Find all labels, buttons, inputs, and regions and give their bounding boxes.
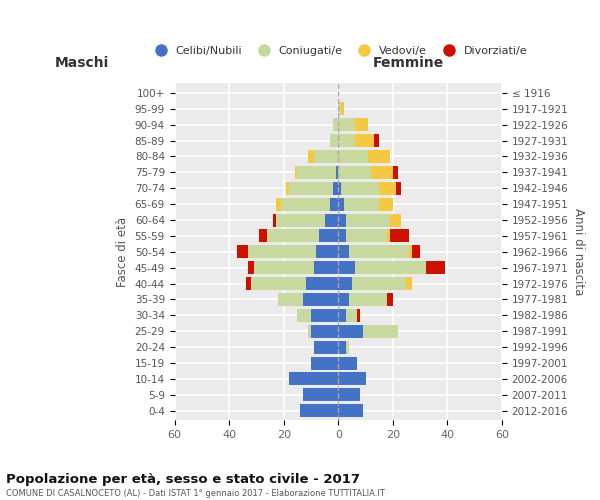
Bar xyxy=(281,198,330,210)
Bar xyxy=(298,166,335,179)
Bar xyxy=(289,182,333,195)
Text: Maschi: Maschi xyxy=(54,56,109,70)
Bar xyxy=(358,309,360,322)
Bar xyxy=(355,134,374,147)
Bar xyxy=(278,293,303,306)
Bar xyxy=(349,293,388,306)
Bar xyxy=(346,340,349,353)
Bar xyxy=(254,261,314,274)
Bar xyxy=(298,309,311,322)
Bar xyxy=(338,356,358,370)
Bar xyxy=(409,246,412,258)
Bar xyxy=(333,182,338,195)
Bar xyxy=(238,246,248,258)
Bar xyxy=(374,134,379,147)
Bar xyxy=(338,102,341,116)
Bar xyxy=(259,230,268,242)
Bar xyxy=(335,166,338,179)
Bar xyxy=(395,182,401,195)
Bar xyxy=(338,404,363,417)
Legend: Celibi/Nubili, Coniugati/e, Vedovi/e, Divorziati/e: Celibi/Nubili, Coniugati/e, Vedovi/e, Di… xyxy=(145,42,532,60)
Y-axis label: Anni di nascita: Anni di nascita xyxy=(572,208,585,296)
Bar xyxy=(390,214,401,226)
Bar xyxy=(316,246,338,258)
Bar xyxy=(338,198,344,210)
Bar xyxy=(338,230,346,242)
Bar xyxy=(338,118,355,131)
Bar xyxy=(330,198,338,210)
Bar xyxy=(338,340,346,353)
Bar xyxy=(295,166,298,179)
Text: COMUNE DI CASALNOCETO (AL) - Dati ISTAT 1° gennaio 2017 - Elaborazione TUTTITALI: COMUNE DI CASALNOCETO (AL) - Dati ISTAT … xyxy=(6,489,385,498)
Bar xyxy=(388,293,393,306)
Bar xyxy=(311,325,338,338)
Bar xyxy=(406,277,412,290)
Bar xyxy=(338,277,352,290)
Bar xyxy=(344,198,379,210)
Bar xyxy=(300,404,338,417)
Text: Femmine: Femmine xyxy=(373,56,444,70)
Bar xyxy=(314,150,338,163)
Bar xyxy=(275,214,325,226)
Bar xyxy=(308,325,311,338)
Bar xyxy=(289,372,338,386)
Bar xyxy=(308,150,314,163)
Bar xyxy=(333,118,338,131)
Bar xyxy=(325,214,338,226)
Bar xyxy=(311,309,338,322)
Bar xyxy=(346,214,390,226)
Bar xyxy=(303,293,338,306)
Bar xyxy=(352,277,406,290)
Bar xyxy=(338,182,341,195)
Bar xyxy=(248,261,254,274)
Bar xyxy=(248,246,316,258)
Bar xyxy=(338,134,355,147)
Bar xyxy=(338,388,360,402)
Bar xyxy=(314,340,338,353)
Y-axis label: Fasce di età: Fasce di età xyxy=(116,216,129,287)
Bar xyxy=(346,230,388,242)
Bar xyxy=(303,388,338,402)
Bar xyxy=(268,230,319,242)
Bar xyxy=(368,150,390,163)
Bar xyxy=(338,372,365,386)
Bar xyxy=(371,166,393,179)
Bar xyxy=(338,261,355,274)
Bar xyxy=(286,182,289,195)
Bar xyxy=(341,102,344,116)
Bar xyxy=(330,134,338,147)
Bar xyxy=(338,325,363,338)
Bar xyxy=(275,198,281,210)
Bar xyxy=(346,309,358,322)
Bar xyxy=(393,166,398,179)
Bar xyxy=(388,230,390,242)
Bar xyxy=(379,182,395,195)
Bar xyxy=(363,325,398,338)
Bar xyxy=(319,230,338,242)
Bar xyxy=(338,309,346,322)
Bar xyxy=(355,261,425,274)
Bar xyxy=(349,246,409,258)
Bar xyxy=(338,246,349,258)
Bar xyxy=(311,356,338,370)
Bar xyxy=(251,277,305,290)
Bar xyxy=(338,214,346,226)
Bar xyxy=(355,118,368,131)
Bar xyxy=(379,198,393,210)
Bar xyxy=(425,261,445,274)
Bar xyxy=(412,246,420,258)
Bar xyxy=(305,277,338,290)
Bar xyxy=(314,261,338,274)
Text: Popolazione per età, sesso e stato civile - 2017: Popolazione per età, sesso e stato civil… xyxy=(6,472,360,486)
Bar xyxy=(390,230,409,242)
Bar xyxy=(338,150,368,163)
Bar xyxy=(273,214,275,226)
Bar xyxy=(338,166,371,179)
Bar xyxy=(338,293,349,306)
Bar xyxy=(341,182,379,195)
Bar xyxy=(245,277,251,290)
